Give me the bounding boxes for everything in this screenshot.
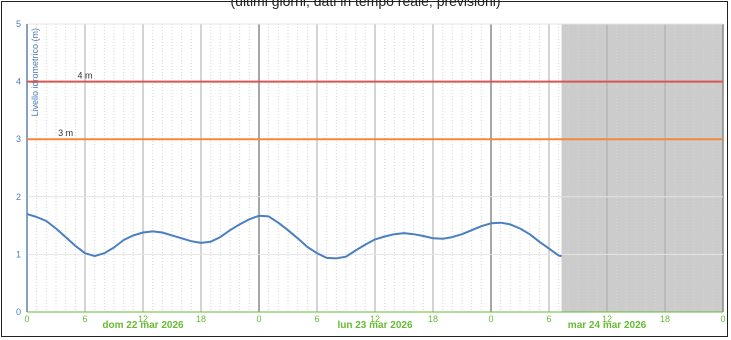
y-tick-label: 2 (16, 192, 21, 202)
day-label: lun 23 mar 2026 (337, 320, 412, 331)
x-tick-label: 6 (82, 314, 87, 324)
day-label: dom 22 mar 2026 (102, 320, 184, 331)
x-tick-label: 0 (256, 314, 261, 324)
x-tick-label: 12 (138, 314, 148, 324)
y-axis-label: Livello idrometrico (m) (30, 28, 40, 117)
chart-caption: (ultimi giorni, dati in tempo reale; pre… (230, 0, 501, 9)
x-tick-label: 6 (314, 314, 319, 324)
x-tick-label: 12 (370, 314, 380, 324)
x-tick-label: 12 (602, 314, 612, 324)
x-tick-label: 18 (428, 314, 438, 324)
x-tick-label: 0 (720, 314, 725, 324)
water-level-series (26, 213, 562, 260)
threshold-label: 4 m (77, 71, 92, 81)
day-label: mar 24 mar 2026 (568, 320, 647, 331)
forecast-region (561, 24, 723, 312)
x-tick-label: 6 (546, 314, 551, 324)
threshold-label: 3 m (58, 128, 73, 138)
y-tick-label: 1 (16, 249, 21, 259)
x-tick-label: 0 (24, 314, 29, 324)
x-tick-label: 18 (660, 314, 670, 324)
y-tick-label: 3 (16, 134, 21, 144)
y-tick-label: 4 (16, 77, 21, 87)
x-tick-label: 0 (488, 314, 493, 324)
y-tick-label: 5 (16, 19, 21, 29)
x-tick-label: 18 (196, 314, 206, 324)
y-tick-label: 0 (16, 307, 21, 317)
